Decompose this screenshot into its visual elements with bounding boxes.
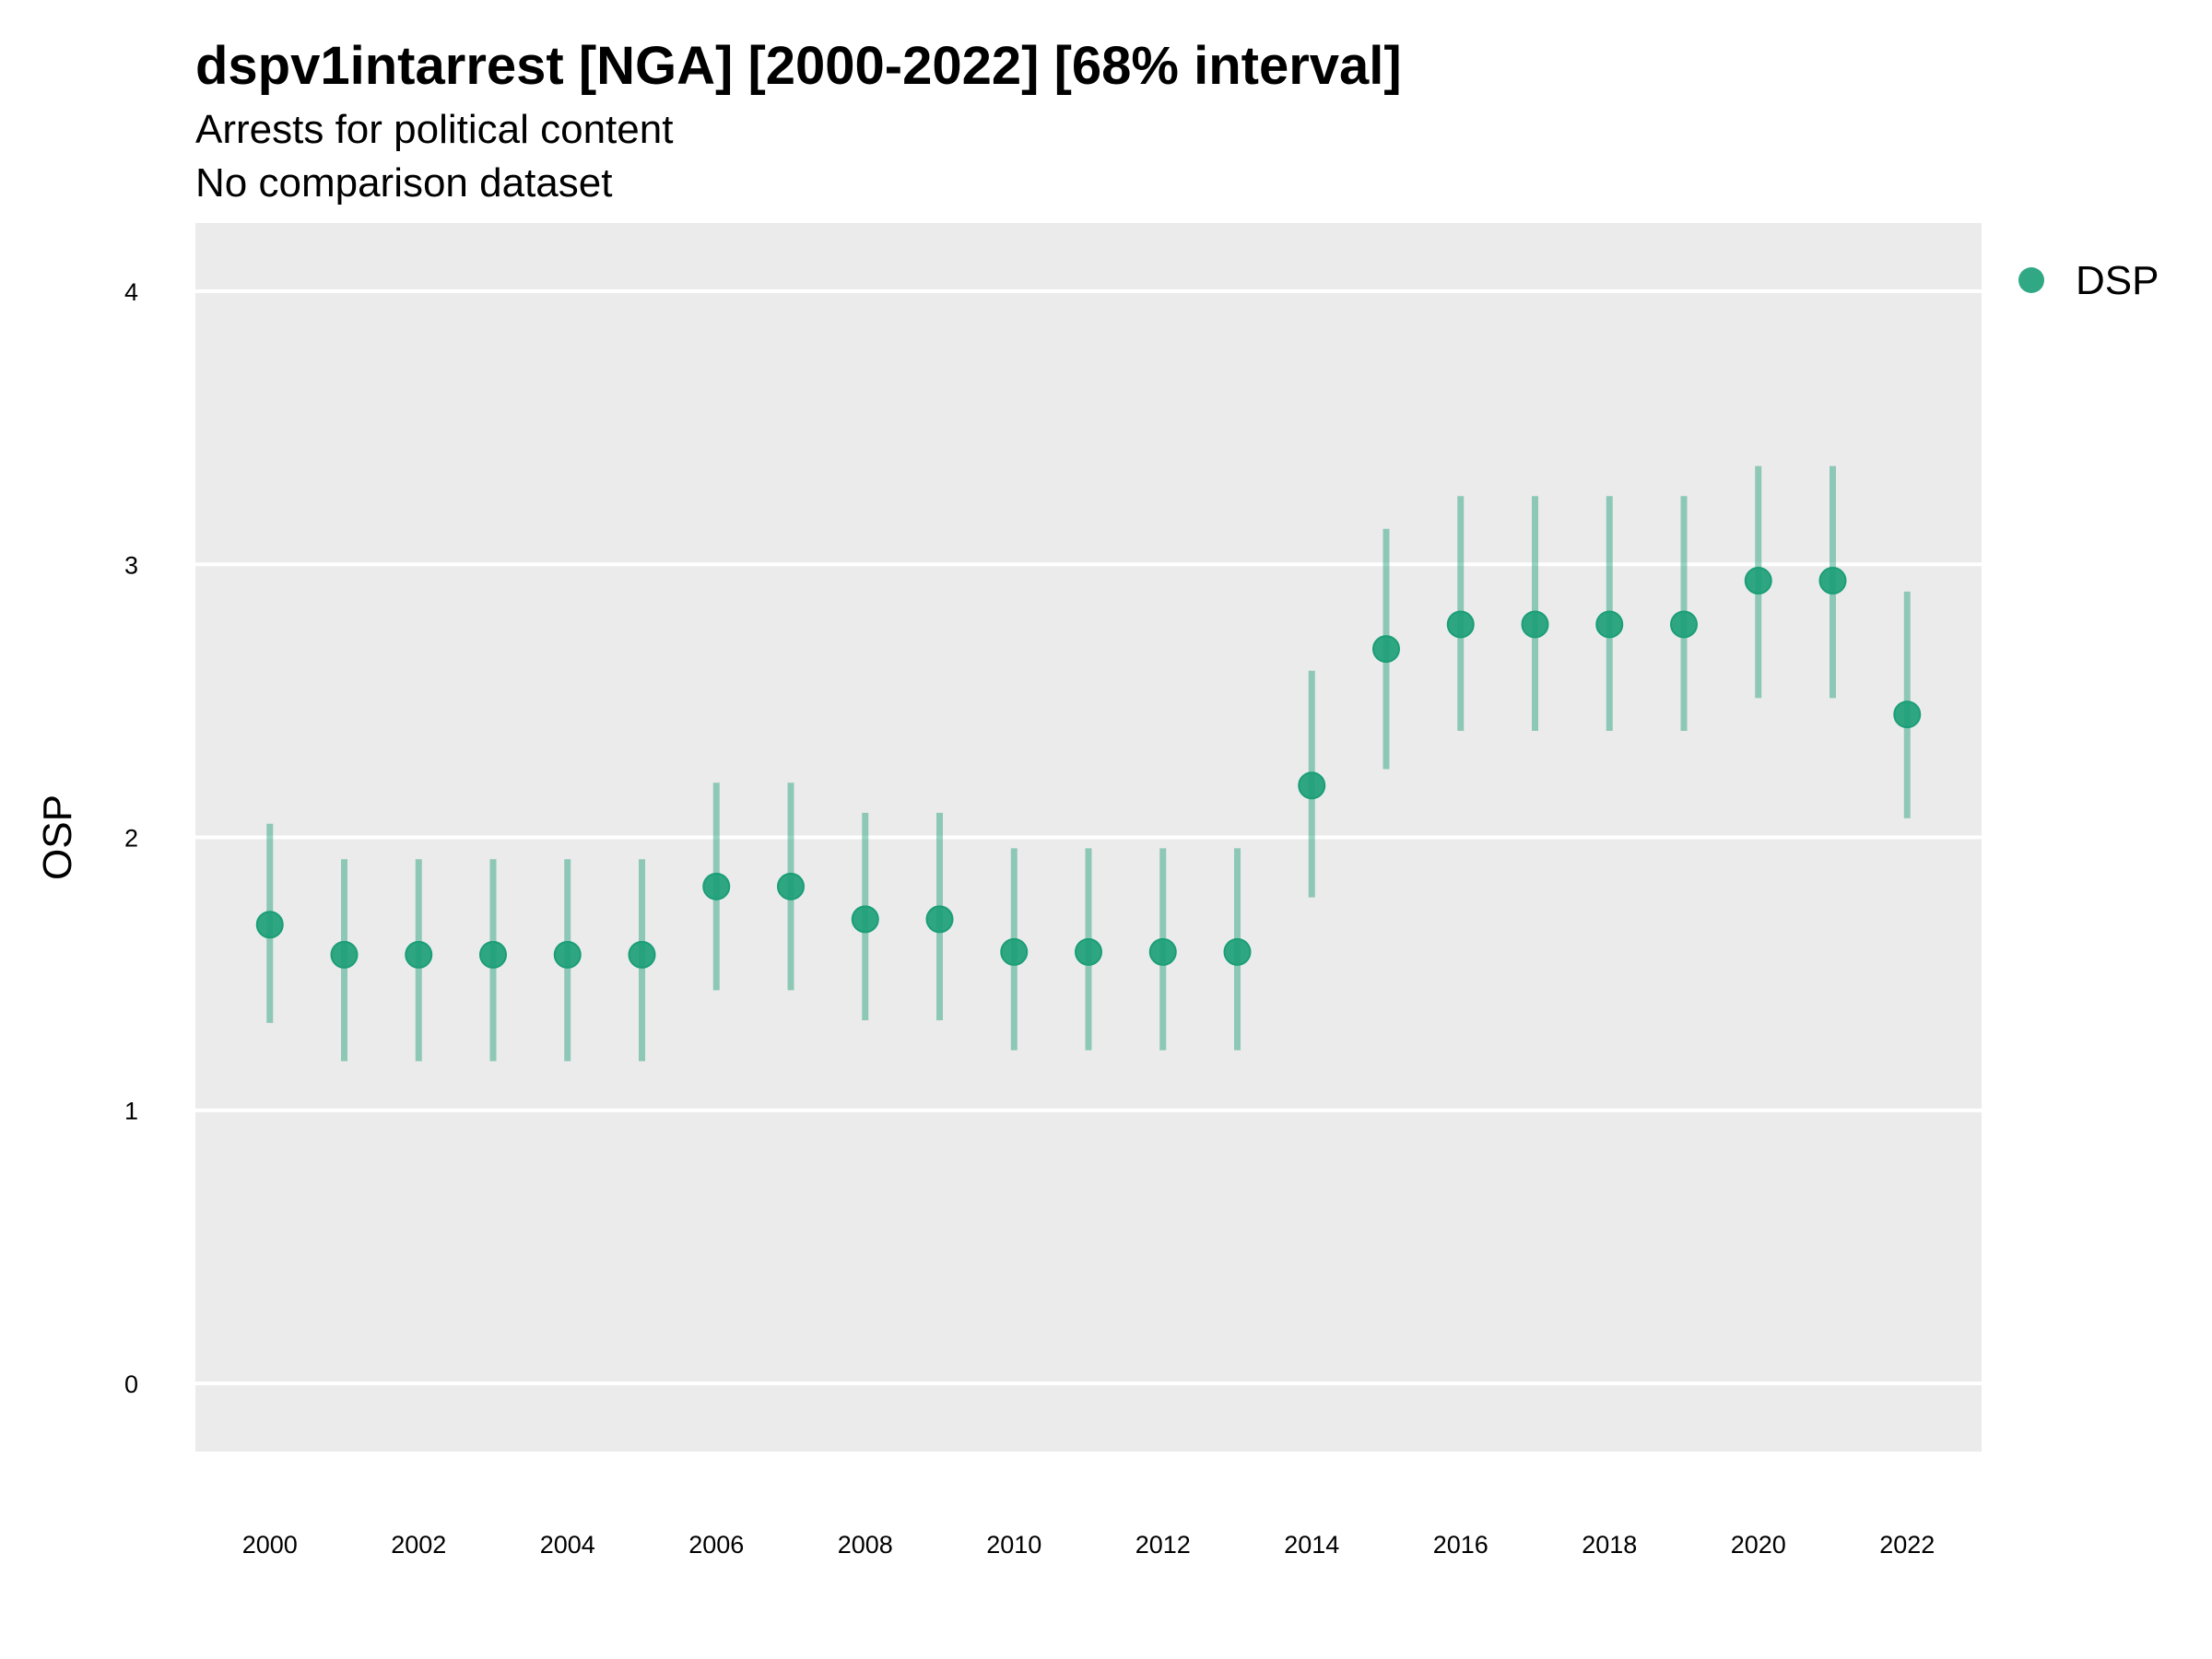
data-point xyxy=(1818,567,1847,595)
data-point xyxy=(1148,937,1177,966)
x-tick-label: 2000 xyxy=(242,1531,298,1559)
data-points xyxy=(255,567,1922,969)
x-tick-label: 2006 xyxy=(688,1531,744,1559)
legend-label-dsp: DSP xyxy=(2076,258,2159,303)
chart-subtitle-comparison: No comparison dataset xyxy=(195,160,613,206)
data-point xyxy=(628,940,656,969)
data-point xyxy=(1000,937,1029,966)
legend: DSP xyxy=(2018,258,2159,303)
data-point xyxy=(1298,771,1326,800)
data-point xyxy=(1595,610,1624,639)
data-point xyxy=(1223,937,1252,966)
y-axis-title: OSP xyxy=(35,794,80,880)
chart-title: dspv1intarrest [NGA] [2000-2022] [68% in… xyxy=(195,36,1402,96)
data-point xyxy=(777,872,805,900)
data-point xyxy=(1893,700,1922,729)
data-point xyxy=(1744,567,1772,595)
data-point xyxy=(1670,610,1698,639)
y-tick-labels: 0 1 2 3 4 xyxy=(124,278,138,1398)
data-point xyxy=(851,905,879,934)
y-tick-label: 4 xyxy=(124,278,138,306)
data-point xyxy=(1521,610,1549,639)
x-tick-label: 2014 xyxy=(1284,1531,1339,1559)
data-point xyxy=(1075,937,1102,966)
x-tick-label: 2016 xyxy=(1433,1531,1488,1559)
y-tick-label: 3 xyxy=(124,551,138,579)
x-tick-label: 2018 xyxy=(1582,1531,1637,1559)
data-point xyxy=(255,911,284,939)
data-point xyxy=(479,940,507,969)
grid-lines xyxy=(195,289,1982,1385)
data-point xyxy=(702,872,731,900)
x-tick-label: 2022 xyxy=(1879,1531,1935,1559)
x-tick-label: 2010 xyxy=(986,1531,1041,1559)
chart-subtitle: Arrests for political content xyxy=(195,107,674,152)
data-point xyxy=(925,905,954,934)
data-point xyxy=(405,940,433,969)
data-point xyxy=(1446,610,1475,639)
x-tick-label: 2008 xyxy=(838,1531,893,1559)
x-tick-label: 2012 xyxy=(1135,1531,1191,1559)
x-tick-label: 2020 xyxy=(1731,1531,1786,1559)
x-tick-label: 2004 xyxy=(540,1531,595,1559)
data-point xyxy=(553,940,582,969)
x-tick-labels: 2000 2002 2004 2006 2008 2010 2012 2014 2016 2018… xyxy=(242,1531,1936,1559)
legend-marker-dsp xyxy=(2018,267,2044,293)
data-point xyxy=(330,940,359,969)
x-tick-label: 2002 xyxy=(391,1531,446,1559)
y-tick-label: 0 xyxy=(124,1371,138,1398)
y-tick-label: 2 xyxy=(124,825,138,853)
y-tick-label: 1 xyxy=(124,1098,138,1125)
data-point xyxy=(1372,635,1400,664)
